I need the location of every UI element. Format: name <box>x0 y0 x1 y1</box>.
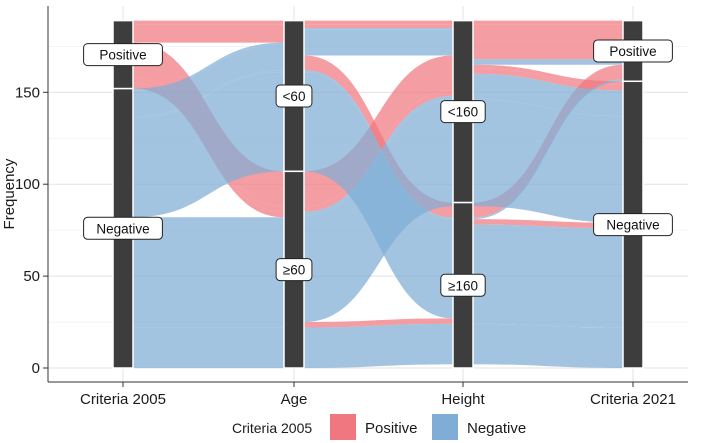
flow-negative <box>304 323 453 368</box>
flow-positive <box>133 24 284 28</box>
x-tick-label: Criteria 2005 <box>80 391 166 408</box>
flow-negative <box>304 27 453 30</box>
legend-swatch <box>330 414 356 440</box>
legend: Criteria 2005 Positive Negative <box>232 414 526 440</box>
legend-item-label: Positive <box>365 420 418 437</box>
legend-item-label: Negative <box>467 420 526 437</box>
flow-negative <box>133 44 284 117</box>
flow-negative <box>473 61 623 65</box>
stratum-label-box <box>275 84 313 108</box>
x-tick-label: Criteria 2021 <box>590 391 676 408</box>
y-tick-label: 100 <box>15 176 40 193</box>
flow-negative <box>133 220 284 328</box>
stratum-label: <60 <box>275 84 313 108</box>
flow-negative <box>473 323 623 368</box>
stratum-label: Negative <box>593 213 673 237</box>
stratum-label: <160 <box>440 100 486 124</box>
stratum-labels-layer: Positive Negative <60 ≥60 <160 ≥160 Positive Ne… <box>83 39 673 297</box>
stratum-label: Positive <box>83 43 163 67</box>
stratum-label-box <box>275 258 313 282</box>
stratum-label-text: ≥160 <box>448 278 478 293</box>
stratum-label-text: <160 <box>448 105 478 120</box>
stratum-label-box <box>83 43 163 67</box>
stratum-label-text: Positive <box>99 48 146 63</box>
flow-negative <box>304 99 453 323</box>
y-tick-label: 50 <box>23 268 40 285</box>
legend-swatch <box>432 414 458 440</box>
flows-layer <box>133 20 623 368</box>
flow-positive <box>304 318 453 328</box>
legend-title: Criteria 2005 <box>232 420 312 436</box>
flow-positive <box>133 20 284 25</box>
flow-positive <box>473 219 623 229</box>
stratum-label-box <box>440 273 486 297</box>
flow-negative <box>133 42 284 91</box>
y-tick-label: 150 <box>15 84 40 101</box>
flow-positive <box>473 20 623 25</box>
stratum-label-text: Negative <box>96 221 149 236</box>
stratum-label-box <box>593 39 673 63</box>
flow-positive <box>304 24 453 28</box>
x-tick-label: Age <box>281 391 308 408</box>
flow-positive <box>304 20 453 25</box>
flow-negative <box>304 29 453 56</box>
flow-negative <box>133 70 284 119</box>
stratum-label-text: <60 <box>283 89 306 104</box>
flow-positive <box>133 27 284 43</box>
flow-negative <box>133 72 284 218</box>
flow-positive <box>473 24 623 60</box>
y-axis-label: Frequency <box>1 158 18 229</box>
flow-negative <box>304 95 453 216</box>
stratum-label: ≥160 <box>440 273 486 297</box>
y-tick-label: 0 <box>32 360 40 377</box>
flow-negative <box>304 70 453 220</box>
stratum-label-box <box>83 216 163 240</box>
stratum-label: Positive <box>593 39 673 63</box>
stratum-label-text: ≥60 <box>283 263 305 278</box>
stratum-label-text: Negative <box>606 218 659 233</box>
stratum-label: ≥60 <box>275 258 313 282</box>
flow-positive <box>473 68 623 91</box>
stratum-label-text: Positive <box>609 44 656 59</box>
flow-negative <box>473 73 623 117</box>
stratum-label-box <box>440 100 486 124</box>
flow-negative <box>473 59 623 62</box>
stratum-label-box <box>593 213 673 237</box>
flow-negative <box>473 99 623 223</box>
y-axis: 0 50 100 150 <box>15 6 49 382</box>
flow-negative <box>473 224 623 328</box>
flow-negative <box>133 217 284 221</box>
flow-negative <box>133 327 284 368</box>
x-axis: Criteria 2005 Age Height Criteria 2021 <box>48 381 688 408</box>
x-tick-label: Height <box>441 391 485 408</box>
stratum-label: Negative <box>83 216 163 240</box>
